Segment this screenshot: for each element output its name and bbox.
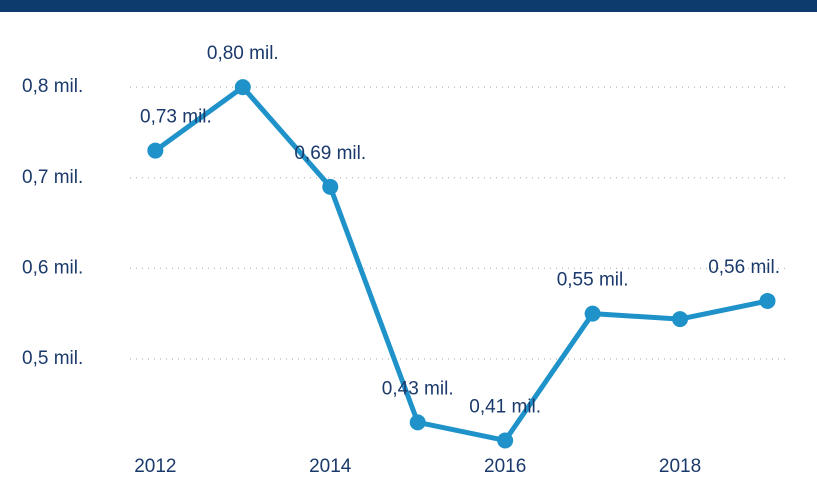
y-tick-label: 0,7 mil. [22, 167, 83, 188]
data-label: 0,55 mil. [557, 270, 629, 291]
y-tick-label: 0,8 mil. [22, 76, 83, 97]
point [409, 414, 426, 431]
line [153, 84, 769, 443]
y-tick-label: 0,5 mil. [22, 348, 83, 369]
x-tick-label: 2012 [134, 456, 176, 477]
point [584, 305, 601, 322]
x-tick-label: 2018 [659, 456, 701, 477]
data-label: 0,43 mil. [382, 378, 454, 399]
point [147, 142, 164, 159]
data-label: 0,73 mil. [140, 107, 212, 128]
point [672, 311, 689, 328]
point [234, 79, 251, 96]
top-bar [0, 0, 817, 12]
y-tick-label: 0,6 mil. [22, 257, 83, 278]
data-label: 0,69 mil. [294, 143, 366, 164]
x-tick-label: 2014 [309, 456, 352, 477]
data-label: 0,41 mil. [469, 396, 541, 417]
data-label: 0,80 mil. [207, 43, 279, 64]
point [759, 292, 776, 309]
data-label: 0,56 mil. [708, 257, 780, 278]
point [497, 432, 514, 449]
point [322, 178, 339, 195]
x-tick-label: 2016 [484, 456, 526, 477]
